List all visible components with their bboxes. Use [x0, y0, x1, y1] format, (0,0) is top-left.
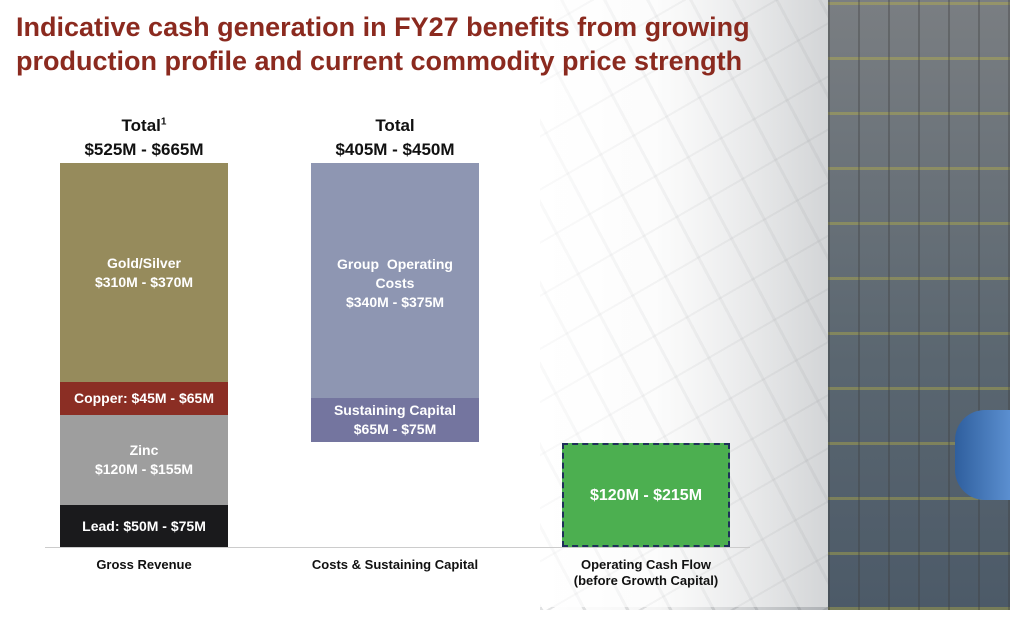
segment: Copper: $45M - $65M [60, 382, 228, 415]
title: Indicative cash generation in FY27 benef… [16, 12, 750, 42]
segment-label: Group Operating [337, 256, 453, 272]
column-header: $525M - $665M [84, 140, 204, 159]
baseline [45, 547, 750, 548]
segment-label: $120M - $155M [94, 461, 194, 477]
segment-label: $340M - $375M [345, 294, 445, 310]
segment-label: Sustaining Capital [333, 402, 457, 418]
background-photo [955, 410, 1010, 500]
segment-label: Copper: $45M - $65M [73, 390, 215, 406]
segment: Zinc $120M - $155M [60, 415, 228, 505]
x-label: Gross Revenue [96, 557, 192, 572]
column-header: $405M - $450M [335, 140, 455, 159]
segment: Lead: $50M - $75M [60, 505, 228, 547]
segment-label: $120M - $215M [589, 486, 703, 504]
footnote-mark: 1 [160, 116, 167, 128]
header-text: Total [121, 116, 161, 135]
segment-label: $310M - $370M [94, 273, 194, 290]
x-label-line: Operating Cash Flow [580, 557, 711, 572]
segment-label: Costs [375, 275, 415, 291]
background-photo [828, 0, 1010, 610]
column-header: Total [375, 116, 415, 135]
segment-label: Zinc [129, 442, 159, 458]
segment-label: Gold/Silver [107, 254, 181, 271]
x-label-line: (before Growth Capital) [573, 573, 719, 588]
x-label: Operating Cash Flow (before Growth Capit… [531, 557, 761, 589]
segment: Sustaining Capital $65M - $75M [311, 398, 479, 442]
segment: Group Operating Costs $340M - $375M [311, 163, 479, 398]
segment: Gold/Silver $310M - $370M [60, 163, 228, 382]
segment: $120M - $215M [562, 443, 730, 547]
title: production profile and current commodity… [16, 46, 743, 76]
segment-label: Lead: $50M - $75M [82, 517, 206, 534]
x-label: Costs & Sustaining Capital [311, 557, 479, 572]
segment-label: $65M - $75M [353, 421, 437, 437]
column-header: Total1 [60, 116, 228, 136]
